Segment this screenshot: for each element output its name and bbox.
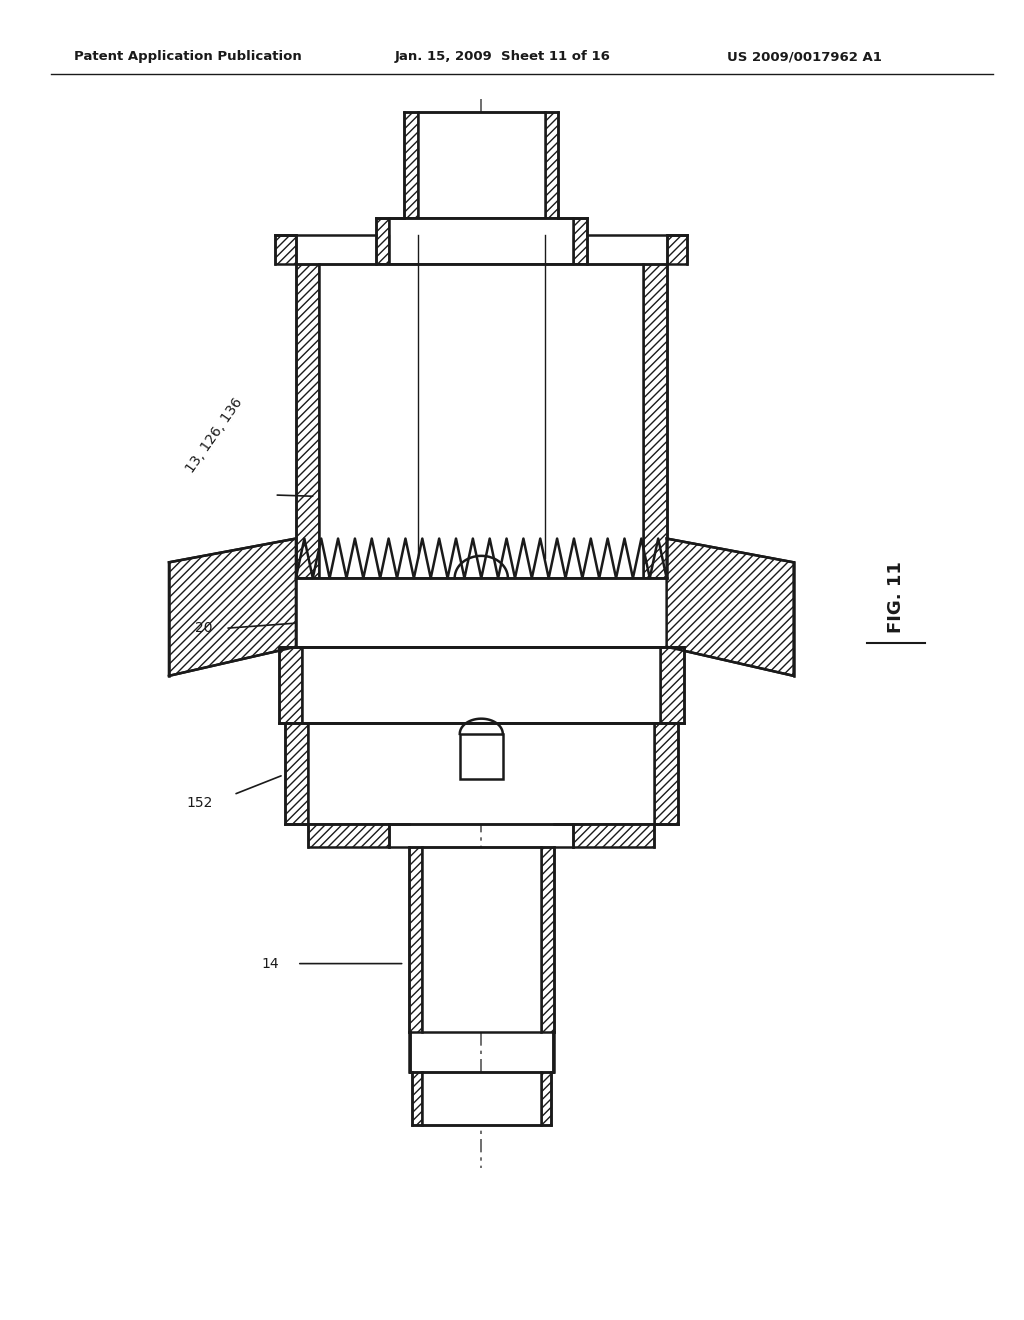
Bar bbox=[302, 647, 660, 723]
Text: Jan. 15, 2009  Sheet 11 of 16: Jan. 15, 2009 Sheet 11 of 16 bbox=[394, 50, 610, 63]
Bar bbox=[422, 1072, 541, 1125]
Bar bbox=[660, 647, 684, 723]
Polygon shape bbox=[667, 539, 794, 676]
Bar bbox=[412, 1072, 422, 1125]
Bar bbox=[296, 264, 319, 578]
Polygon shape bbox=[169, 539, 296, 676]
Bar bbox=[654, 723, 678, 824]
Text: 14: 14 bbox=[262, 957, 280, 970]
Text: Patent Application Publication: Patent Application Publication bbox=[74, 50, 301, 63]
Bar bbox=[422, 847, 541, 1032]
Bar bbox=[553, 1032, 554, 1072]
Bar bbox=[409, 1032, 410, 1072]
Bar bbox=[296, 578, 667, 647]
Bar bbox=[545, 112, 558, 218]
Bar bbox=[308, 824, 389, 847]
Bar bbox=[389, 218, 573, 264]
Bar bbox=[275, 235, 296, 264]
Text: 20: 20 bbox=[196, 622, 213, 635]
Text: 13, 126, 136: 13, 126, 136 bbox=[183, 395, 246, 475]
Text: FIG. 11: FIG. 11 bbox=[887, 561, 905, 632]
Text: US 2009/0017962 A1: US 2009/0017962 A1 bbox=[727, 50, 882, 63]
Bar bbox=[319, 264, 643, 578]
Bar bbox=[376, 218, 389, 264]
Bar bbox=[667, 235, 687, 264]
Bar bbox=[409, 847, 422, 1032]
Bar bbox=[418, 112, 545, 218]
Bar bbox=[285, 723, 308, 824]
Bar bbox=[404, 112, 418, 218]
Bar bbox=[643, 264, 667, 578]
Text: 152: 152 bbox=[186, 796, 213, 809]
Bar bbox=[541, 1072, 551, 1125]
Bar bbox=[573, 824, 654, 847]
Bar bbox=[279, 647, 302, 723]
Bar bbox=[573, 218, 587, 264]
Bar bbox=[541, 847, 554, 1032]
Bar bbox=[460, 734, 503, 779]
Bar bbox=[308, 723, 654, 824]
